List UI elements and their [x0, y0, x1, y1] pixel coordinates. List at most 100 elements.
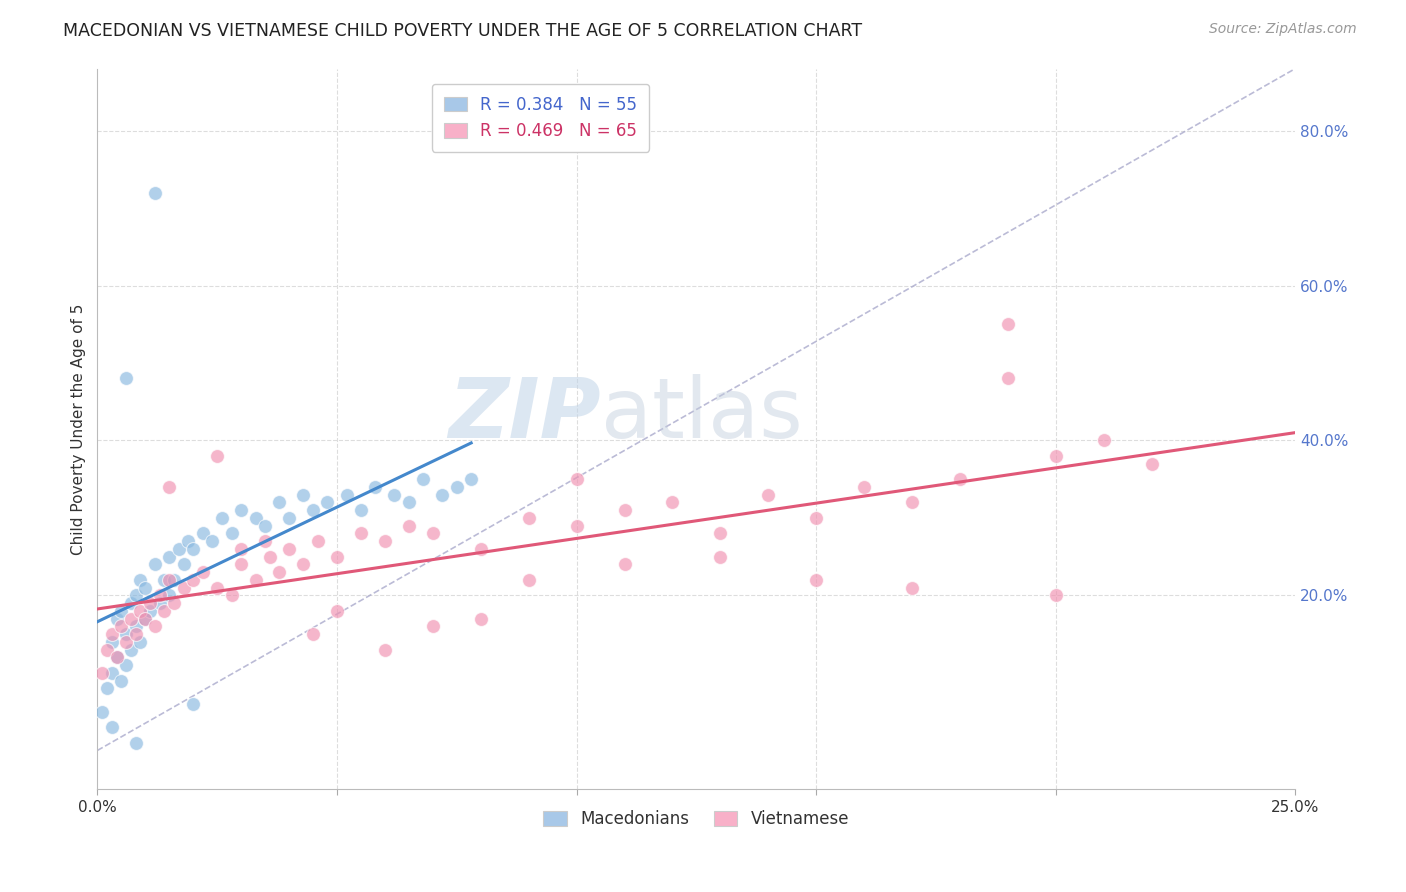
- Point: [115, 635, 138, 649]
- Point: [806, 511, 828, 525]
- Point: [350, 503, 373, 517]
- Point: [613, 503, 636, 517]
- Point: [129, 635, 152, 649]
- Point: [302, 627, 325, 641]
- Point: [201, 534, 224, 549]
- Point: [115, 658, 138, 673]
- Point: [326, 604, 349, 618]
- Point: [997, 371, 1019, 385]
- Point: [115, 371, 138, 385]
- Point: [129, 573, 152, 587]
- Point: [278, 511, 301, 525]
- Point: [205, 581, 228, 595]
- Point: [374, 534, 396, 549]
- Point: [191, 526, 214, 541]
- Point: [1140, 457, 1163, 471]
- Point: [316, 495, 339, 509]
- Point: [120, 642, 142, 657]
- Point: [139, 604, 162, 618]
- Point: [163, 573, 186, 587]
- Point: [110, 619, 132, 633]
- Point: [326, 549, 349, 564]
- Point: [134, 612, 156, 626]
- Point: [398, 495, 420, 509]
- Y-axis label: Child Poverty Under the Age of 5: Child Poverty Under the Age of 5: [72, 303, 86, 555]
- Point: [91, 705, 114, 719]
- Point: [173, 558, 195, 572]
- Point: [100, 635, 122, 649]
- Point: [364, 480, 387, 494]
- Text: atlas: atlas: [600, 374, 803, 455]
- Text: Source: ZipAtlas.com: Source: ZipAtlas.com: [1209, 22, 1357, 37]
- Point: [134, 581, 156, 595]
- Point: [191, 566, 214, 580]
- Point: [110, 673, 132, 688]
- Point: [100, 720, 122, 734]
- Point: [134, 612, 156, 626]
- Point: [901, 581, 924, 595]
- Point: [110, 604, 132, 618]
- Point: [374, 642, 396, 657]
- Point: [517, 511, 540, 525]
- Point: [412, 472, 434, 486]
- Point: [139, 596, 162, 610]
- Point: [157, 480, 180, 494]
- Point: [181, 697, 204, 711]
- Point: [221, 526, 243, 541]
- Point: [307, 534, 329, 549]
- Point: [149, 596, 172, 610]
- Point: [398, 518, 420, 533]
- Point: [949, 472, 972, 486]
- Point: [125, 619, 148, 633]
- Point: [100, 627, 122, 641]
- Point: [460, 472, 482, 486]
- Point: [229, 503, 252, 517]
- Point: [422, 619, 444, 633]
- Point: [149, 589, 172, 603]
- Point: [96, 681, 118, 696]
- Point: [384, 488, 406, 502]
- Point: [1045, 449, 1067, 463]
- Point: [221, 589, 243, 603]
- Point: [259, 549, 281, 564]
- Point: [292, 558, 315, 572]
- Point: [105, 650, 128, 665]
- Point: [269, 495, 291, 509]
- Point: [1092, 434, 1115, 448]
- Point: [470, 541, 492, 556]
- Point: [432, 488, 454, 502]
- Legend: Macedonians, Vietnamese: Macedonians, Vietnamese: [537, 804, 856, 835]
- Point: [157, 549, 180, 564]
- Point: [292, 488, 315, 502]
- Point: [335, 488, 357, 502]
- Point: [302, 503, 325, 517]
- Text: MACEDONIAN VS VIETNAMESE CHILD POVERTY UNDER THE AGE OF 5 CORRELATION CHART: MACEDONIAN VS VIETNAMESE CHILD POVERTY U…: [63, 22, 862, 40]
- Point: [245, 573, 267, 587]
- Point: [91, 665, 114, 680]
- Point: [853, 480, 876, 494]
- Point: [100, 665, 122, 680]
- Point: [143, 186, 166, 200]
- Point: [125, 589, 148, 603]
- Point: [120, 596, 142, 610]
- Point: [422, 526, 444, 541]
- Point: [157, 589, 180, 603]
- Point: [269, 566, 291, 580]
- Point: [96, 642, 118, 657]
- Point: [105, 612, 128, 626]
- Point: [517, 573, 540, 587]
- Point: [806, 573, 828, 587]
- Point: [125, 736, 148, 750]
- Point: [229, 541, 252, 556]
- Point: [129, 604, 152, 618]
- Point: [115, 627, 138, 641]
- Point: [709, 549, 731, 564]
- Point: [254, 518, 277, 533]
- Point: [709, 526, 731, 541]
- Point: [173, 581, 195, 595]
- Point: [211, 511, 233, 525]
- Point: [350, 526, 373, 541]
- Point: [1045, 589, 1067, 603]
- Point: [229, 558, 252, 572]
- Point: [153, 604, 176, 618]
